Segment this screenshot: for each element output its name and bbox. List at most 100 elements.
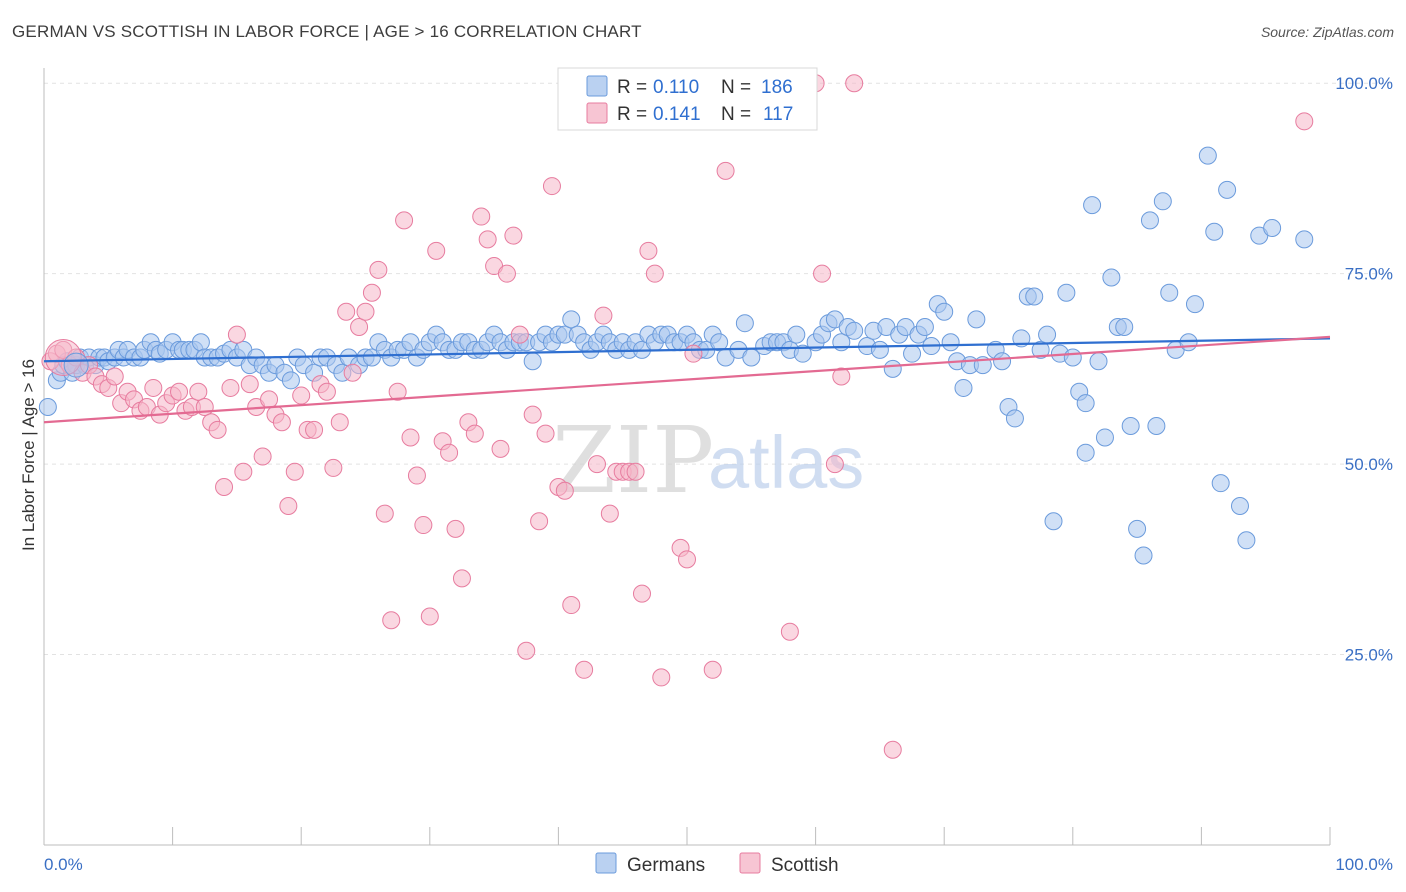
data-point-scottish <box>253 447 272 466</box>
data-point-scottish <box>170 382 189 401</box>
data-point-germans <box>1102 268 1121 287</box>
data-point-germans <box>993 352 1012 371</box>
data-point-germans <box>1218 180 1237 199</box>
data-point-germans <box>1128 519 1147 538</box>
data-point-scottish <box>825 455 844 474</box>
data-point-scottish <box>684 344 703 363</box>
data-point-scottish <box>414 516 433 535</box>
data-point-scottish <box>144 378 163 397</box>
data-point-germans <box>883 359 902 378</box>
data-point-germans <box>793 344 812 363</box>
data-point-germans <box>191 333 210 352</box>
data-point-germans <box>954 378 973 397</box>
data-point-scottish <box>575 660 594 679</box>
data-point-germans <box>935 302 954 321</box>
data-point-scottish <box>260 390 279 409</box>
legend-swatch-scottish <box>586 102 608 124</box>
bottom-legend-swatch-scottish <box>739 852 761 874</box>
data-point-scottish <box>420 607 439 626</box>
data-point-germans <box>1038 325 1057 344</box>
data-point-germans <box>1211 474 1230 493</box>
data-point-germans <box>523 352 542 371</box>
data-point-scottish <box>427 241 446 260</box>
data-point-germans <box>1076 394 1095 413</box>
data-point-scottish <box>337 302 356 321</box>
data-point-germans <box>1147 417 1166 436</box>
data-point-scottish <box>375 504 394 523</box>
data-point-germans <box>845 321 864 340</box>
correlation-legend: R = 0.110 N = 186 R = 0.141 N = 117 <box>557 67 818 131</box>
data-point-scottish <box>555 481 574 500</box>
data-point-germans <box>1063 348 1082 367</box>
data-point-scottish <box>401 428 420 447</box>
data-point-germans <box>1179 333 1198 352</box>
data-point-scottish <box>189 382 208 401</box>
data-point-scottish <box>465 424 484 443</box>
data-point-scottish <box>587 455 606 474</box>
data-point-germans <box>903 344 922 363</box>
bottom-legend-label-scottish: Scottish <box>771 855 839 876</box>
data-point-germans <box>1153 192 1172 211</box>
legend-n-label-germans: N = <box>721 77 751 98</box>
data-point-germans <box>915 318 934 336</box>
data-point-germans <box>735 314 754 333</box>
data-point-germans <box>1057 283 1076 302</box>
data-point-scottish <box>517 641 536 660</box>
data-point-scottish <box>472 207 491 226</box>
data-point-scottish <box>542 177 561 196</box>
data-point-germans <box>1005 409 1024 428</box>
data-point-germans <box>1185 295 1204 314</box>
bottom-legend-swatch-germans <box>595 852 617 874</box>
data-point-scottish <box>292 386 311 405</box>
data-point-scottish <box>382 611 401 630</box>
data-point-scottish <box>1295 112 1314 131</box>
data-point-scottish <box>330 413 349 432</box>
data-point-scottish <box>407 466 426 485</box>
data-point-scottish <box>645 264 664 283</box>
data-point-scottish <box>523 405 542 424</box>
data-point-scottish <box>594 306 613 325</box>
y-axis-label-group: In Labor Force | Age > 16 <box>19 359 38 551</box>
data-point-scottish <box>227 325 246 344</box>
data-point-scottish <box>208 420 227 439</box>
y-tick-label: 50.0% <box>1345 455 1393 474</box>
grid-lines: 25.0% 50.0% 75.0% 100.0% <box>44 74 1393 665</box>
data-point-scottish <box>845 74 864 93</box>
data-point-germans <box>710 333 729 352</box>
legend-r-value-scottish: 0.141 <box>653 104 701 125</box>
x-tick-label-min: 0.0% <box>44 855 83 874</box>
data-point-scottish <box>446 519 465 538</box>
trend-line-scottish <box>43 335 1331 424</box>
watermark: ZIP atlas <box>552 407 864 514</box>
legend-r-label-germans: R = <box>617 77 647 98</box>
data-point-scottish <box>478 230 497 249</box>
data-point-germans <box>1263 218 1282 237</box>
data-point-scottish <box>497 264 516 283</box>
data-point-germans <box>1044 512 1063 531</box>
data-point-scottish <box>504 226 523 245</box>
data-point-scottish <box>279 497 298 516</box>
legend-n-value-scottish: 117 <box>763 104 793 125</box>
data-point-scottish <box>652 668 671 687</box>
bottom-legend-label-germans: Germans <box>627 855 705 876</box>
data-point-germans <box>38 397 57 416</box>
series-legend: Germans Scottish <box>595 852 839 876</box>
x-tick-label-max: 100.0% <box>1335 855 1393 874</box>
chart-source: Source: ZipAtlas.com <box>1260 24 1394 40</box>
data-point-scottish <box>395 211 414 230</box>
data-point-scottish <box>530 512 549 531</box>
data-point-scottish <box>716 161 735 180</box>
data-point-germans <box>1230 497 1249 516</box>
data-point-scottish <box>510 325 529 344</box>
legend-r-value-germans: 0.110 <box>653 77 699 98</box>
data-point-germans <box>1089 352 1108 371</box>
data-point-scottish <box>105 367 124 386</box>
data-point-germans <box>1237 531 1256 550</box>
data-point-germans <box>941 333 960 352</box>
data-point-scottish <box>305 420 324 439</box>
data-point-germans <box>1083 196 1102 215</box>
data-point-germans <box>1031 340 1050 359</box>
y-tick-label: 100.0% <box>1335 74 1393 93</box>
data-point-scottish <box>813 264 832 283</box>
data-point-scottish <box>639 241 658 260</box>
